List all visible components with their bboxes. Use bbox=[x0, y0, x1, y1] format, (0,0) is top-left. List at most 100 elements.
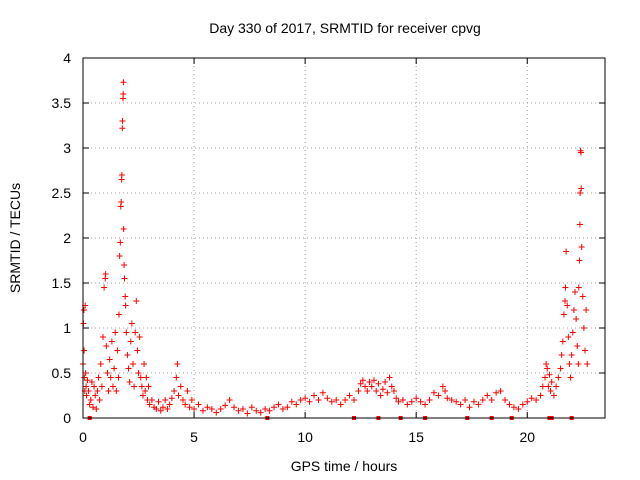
data-point bbox=[422, 401, 429, 408]
data-point bbox=[342, 397, 349, 403]
data-point bbox=[266, 407, 273, 414]
y-tick-label: 3 bbox=[63, 140, 71, 156]
data-point bbox=[426, 397, 433, 403]
data-point bbox=[583, 307, 590, 313]
data-point bbox=[302, 395, 309, 402]
data-point bbox=[121, 275, 128, 282]
y-axis-label: SRMTID / TECUs bbox=[7, 183, 23, 293]
data-point bbox=[475, 401, 482, 408]
data-point bbox=[470, 398, 477, 405]
data-point bbox=[166, 401, 173, 408]
data-point bbox=[86, 401, 93, 408]
data-point bbox=[117, 239, 124, 246]
data-point bbox=[235, 407, 242, 414]
data-point bbox=[386, 374, 393, 381]
data-point bbox=[375, 380, 382, 387]
data-point bbox=[222, 402, 229, 409]
data-point bbox=[135, 370, 142, 376]
data-point bbox=[119, 118, 126, 124]
data-point bbox=[484, 392, 491, 399]
data-point bbox=[399, 397, 406, 403]
data-point bbox=[113, 388, 120, 394]
data-point bbox=[337, 401, 344, 408]
data-point bbox=[175, 392, 182, 399]
data-point bbox=[557, 365, 564, 372]
data-point bbox=[293, 401, 300, 408]
data-point bbox=[479, 397, 486, 403]
data-point bbox=[89, 404, 96, 411]
data-point bbox=[126, 379, 133, 385]
data-point bbox=[550, 392, 557, 399]
data-point bbox=[297, 397, 304, 403]
data-point bbox=[85, 388, 92, 394]
data-point bbox=[83, 392, 90, 399]
data-point bbox=[132, 329, 139, 336]
data-point bbox=[182, 401, 189, 408]
data-point bbox=[395, 398, 402, 405]
data-point bbox=[115, 311, 122, 318]
data-point bbox=[88, 379, 95, 385]
data-point bbox=[118, 172, 125, 178]
data-point bbox=[435, 392, 442, 399]
data-point bbox=[111, 365, 118, 372]
data-point bbox=[545, 383, 552, 390]
data-point bbox=[359, 377, 366, 384]
data-point bbox=[502, 397, 509, 403]
data-point bbox=[324, 395, 331, 402]
data-point bbox=[191, 406, 198, 412]
data-point bbox=[319, 389, 326, 396]
data-point bbox=[164, 406, 171, 412]
y-tick-label: 2 bbox=[63, 230, 71, 246]
data-point bbox=[127, 338, 134, 345]
data-point bbox=[350, 397, 357, 403]
data-point bbox=[346, 392, 353, 399]
data-point bbox=[138, 383, 145, 390]
data-point bbox=[80, 307, 87, 313]
x-axis-label: GPS time / hours bbox=[291, 458, 398, 474]
data-point bbox=[174, 361, 181, 367]
data-point bbox=[548, 379, 555, 385]
data-point bbox=[146, 401, 153, 408]
data-point bbox=[584, 361, 591, 367]
data-point bbox=[213, 409, 220, 416]
data-point bbox=[226, 397, 233, 403]
x-tick-label: 5 bbox=[190, 429, 198, 445]
data-points bbox=[80, 79, 591, 420]
data-point bbox=[579, 293, 586, 300]
data-point bbox=[91, 383, 98, 390]
data-point bbox=[195, 401, 202, 408]
data-point bbox=[582, 347, 589, 354]
data-point bbox=[493, 389, 500, 396]
data-point bbox=[116, 253, 123, 259]
data-point bbox=[231, 404, 238, 411]
data-point bbox=[553, 383, 560, 390]
data-point bbox=[373, 388, 380, 394]
data-point bbox=[567, 374, 574, 381]
data-point bbox=[417, 398, 424, 405]
data-point bbox=[569, 329, 576, 336]
data-point bbox=[578, 185, 585, 192]
data-point bbox=[558, 352, 565, 358]
data-point bbox=[159, 404, 166, 411]
data-point bbox=[120, 91, 127, 97]
data-point bbox=[114, 347, 121, 354]
data-point bbox=[188, 397, 195, 403]
data-point bbox=[204, 404, 211, 411]
data-point bbox=[102, 271, 109, 277]
y-tick-label: 4 bbox=[63, 50, 71, 66]
data-point bbox=[82, 370, 89, 376]
data-point bbox=[542, 374, 549, 381]
data-point bbox=[115, 374, 122, 381]
data-point bbox=[141, 361, 148, 367]
data-point bbox=[107, 374, 114, 381]
data-point bbox=[120, 226, 127, 232]
data-point bbox=[457, 401, 464, 408]
data-point bbox=[134, 347, 141, 354]
grid bbox=[83, 58, 605, 418]
data-point bbox=[131, 383, 138, 390]
data-point bbox=[208, 406, 215, 412]
data-point bbox=[444, 395, 451, 402]
y-tick-label: 2.5 bbox=[52, 185, 72, 201]
data-point bbox=[311, 392, 318, 399]
data-point bbox=[288, 398, 295, 405]
